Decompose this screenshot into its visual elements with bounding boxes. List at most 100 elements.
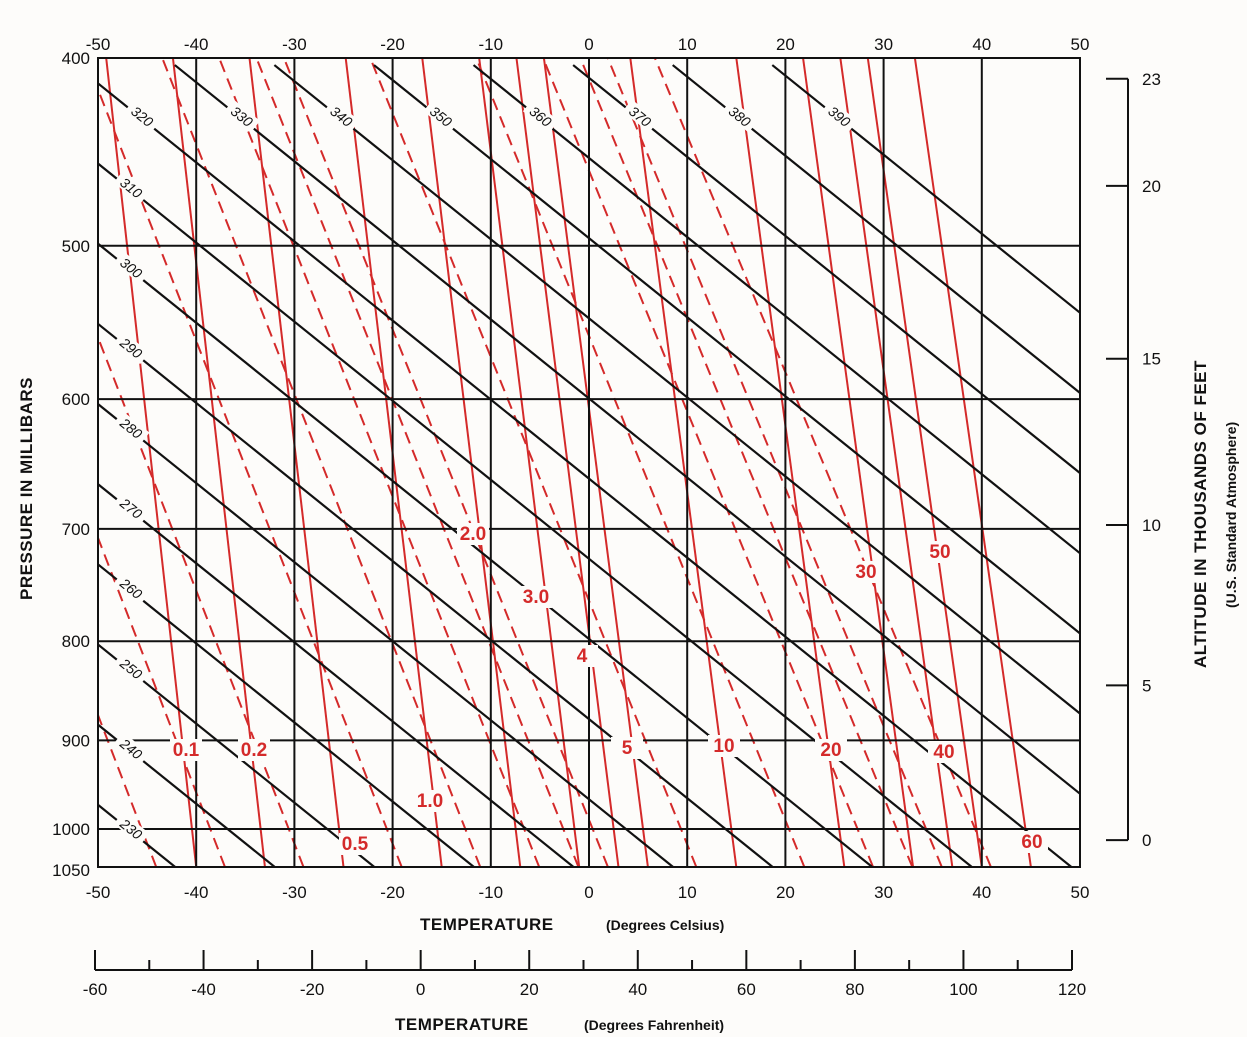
xlabel-fahrenheit-unit: (Degrees Fahrenheit) bbox=[584, 1017, 724, 1033]
mixing-ratio-label-text-20: 20 bbox=[820, 740, 841, 761]
fahrenheit-tick-label--40: -40 bbox=[191, 980, 216, 999]
bottom-x-tick--20: -20 bbox=[380, 883, 405, 902]
altitude-tick-label-10: 10 bbox=[1142, 516, 1161, 535]
mixing-ratio-label-text-50: 50 bbox=[929, 542, 950, 563]
saturation-adiabat-4 bbox=[255, 58, 580, 867]
mixing-ratio-line-40 bbox=[839, 58, 954, 867]
mixing-ratio-label-0.5: 0.5 bbox=[339, 833, 371, 855]
dry-adiabat-label-bg-270 bbox=[113, 491, 150, 525]
mixing-ratio-line-2.0 bbox=[421, 58, 522, 867]
dry-adiabat-label-bg-350 bbox=[423, 99, 460, 133]
dry-adiabat-label-bg-340 bbox=[323, 99, 360, 133]
dry-adiabat-270 bbox=[98, 482, 576, 867]
mixing-ratio-label-text-0.1: 0.1 bbox=[173, 740, 200, 761]
bottom-x-tick-10: 10 bbox=[678, 883, 697, 902]
dry-adiabat-label-bg-250 bbox=[113, 651, 150, 685]
bottom-x-tick--10: -10 bbox=[479, 883, 504, 902]
fahrenheit-tick-label-80: 80 bbox=[845, 980, 864, 999]
fahrenheit-tick-label-100: 100 bbox=[949, 980, 977, 999]
xlabel-celsius: TEMPERATURE bbox=[420, 915, 554, 934]
dry-adiabat-240 bbox=[98, 723, 277, 867]
mixing-ratio-label-bg-10 bbox=[708, 735, 740, 757]
mixing-ratio-label-text-1.0: 1.0 bbox=[417, 791, 443, 812]
dry-adiabat-label-bg-230 bbox=[113, 812, 150, 846]
top-x-tick--30: -30 bbox=[282, 35, 307, 54]
mixing-ratio-label-4: 4 bbox=[566, 645, 598, 667]
mixing-ratio-label-1.0: 1.0 bbox=[414, 790, 446, 812]
dry-adiabat-350 bbox=[373, 64, 1080, 635]
dry-adiabat-label-bg-300 bbox=[113, 251, 150, 285]
saturation-adiabat-50 bbox=[606, 58, 943, 867]
dry-adiabat-label-bg-330 bbox=[224, 99, 261, 133]
dry-adiabat-370 bbox=[572, 64, 1080, 475]
xlabel-fahrenheit: TEMPERATURE bbox=[395, 1015, 529, 1034]
mixing-ratio-label-bg-30 bbox=[850, 561, 882, 583]
mixing-ratio-line-0.2 bbox=[171, 58, 266, 867]
pressure-tick-1050: 1050 bbox=[52, 861, 90, 880]
top-x-tick--40: -40 bbox=[184, 35, 209, 54]
dry-adiabat-290 bbox=[98, 322, 775, 867]
dry-adiabat-label-bg-390 bbox=[821, 99, 858, 133]
saturation-adiabat-30 bbox=[542, 58, 874, 867]
fahrenheit-tick-label-40: 40 bbox=[628, 980, 647, 999]
dry-adiabat-380 bbox=[672, 64, 1080, 395]
saturation-adiabat-0.1 bbox=[98, 712, 158, 867]
top-x-tick-40: 40 bbox=[972, 35, 991, 54]
fahrenheit-tick-label-120: 120 bbox=[1058, 980, 1086, 999]
mixing-ratio-label-text-40: 40 bbox=[933, 742, 954, 763]
mixing-ratio-label-bg-40 bbox=[928, 741, 960, 763]
pressure-tick-600: 600 bbox=[62, 390, 90, 409]
altitude-tick-label-15: 15 bbox=[1142, 350, 1161, 369]
mixing-ratio-label-5: 5 bbox=[611, 737, 643, 759]
mixing-ratio-label-bg-20 bbox=[815, 739, 847, 761]
dry-adiabat-label-bg-380 bbox=[722, 99, 758, 133]
mixing-ratio-label-bg-4 bbox=[566, 645, 598, 667]
fahrenheit-tick-label-20: 20 bbox=[520, 980, 539, 999]
mixing-ratio-label-10: 10 bbox=[708, 735, 740, 757]
saturation-adiabat-5 bbox=[282, 58, 609, 867]
mixing-ratio-label-bg-2.0 bbox=[457, 523, 489, 545]
bottom-x-tick-0: 0 bbox=[584, 883, 593, 902]
top-x-tick-50: 50 bbox=[1071, 35, 1090, 54]
plot-frame bbox=[97, 57, 1081, 868]
mixing-ratio-label-text-4: 4 bbox=[577, 646, 588, 667]
dry-adiabat-label-bg-290 bbox=[113, 331, 150, 365]
ylabel-altitude-sub: (U.S. Standard Atmosphere) bbox=[1223, 422, 1239, 608]
saturation-adiabat-0.5 bbox=[98, 334, 305, 867]
mixing-ratio-line-50 bbox=[866, 58, 983, 867]
dry-adiabat-label-320: 320 bbox=[124, 99, 161, 133]
pressure-tick-500: 500 bbox=[62, 237, 90, 256]
saturation-adiabat-3.0 bbox=[218, 58, 541, 867]
dry-adiabat-330 bbox=[174, 64, 1080, 796]
mixing-ratio-line-10 bbox=[629, 58, 738, 867]
xlabel-celsius-unit: (Degrees Celsius) bbox=[606, 917, 724, 933]
mixing-ratio-label-text-30: 30 bbox=[855, 562, 876, 583]
dry-adiabat-label-bg-370 bbox=[622, 99, 659, 133]
pressure-tick-1000: 1000 bbox=[52, 820, 90, 839]
mixing-ratio-line-3.0 bbox=[478, 58, 581, 867]
mixing-ratio-label-0.1: 0.1 bbox=[170, 739, 202, 761]
altitude-tick-label-0: 0 bbox=[1142, 831, 1151, 850]
dry-adiabat-360 bbox=[472, 64, 1080, 555]
altitude-tick-label-23: 23 bbox=[1142, 70, 1161, 89]
dry-adiabat-label-bg-320 bbox=[124, 99, 161, 133]
bottom-x-tick--30: -30 bbox=[282, 883, 307, 902]
mixing-ratio-label-60: 60 bbox=[1016, 831, 1048, 853]
mixing-ratio-label-bg-0.2 bbox=[238, 739, 270, 761]
saturation-adiabat-10 bbox=[369, 58, 698, 867]
dry-adiabat-label-bg-280 bbox=[113, 411, 150, 445]
ylabel-pressure: PRESSURE IN MILLIBARS bbox=[17, 377, 36, 600]
mixing-ratio-line-5 bbox=[542, 58, 649, 867]
pressure-tick-400: 400 bbox=[62, 49, 90, 68]
pressure-tick-700: 700 bbox=[62, 520, 90, 539]
bottom-x-tick-50: 50 bbox=[1071, 883, 1090, 902]
dry-adiabat-390 bbox=[771, 64, 1080, 315]
bottom-x-tick--40: -40 bbox=[184, 883, 209, 902]
mixing-ratio-label-bg-0.5 bbox=[339, 833, 371, 855]
dry-adiabat-320 bbox=[98, 81, 1074, 867]
mixing-ratio-line-20 bbox=[735, 58, 846, 867]
fahrenheit-tick-label--60: -60 bbox=[83, 980, 108, 999]
dry-adiabat-label-bg-310 bbox=[113, 170, 150, 204]
dry-adiabat-250 bbox=[98, 643, 377, 867]
